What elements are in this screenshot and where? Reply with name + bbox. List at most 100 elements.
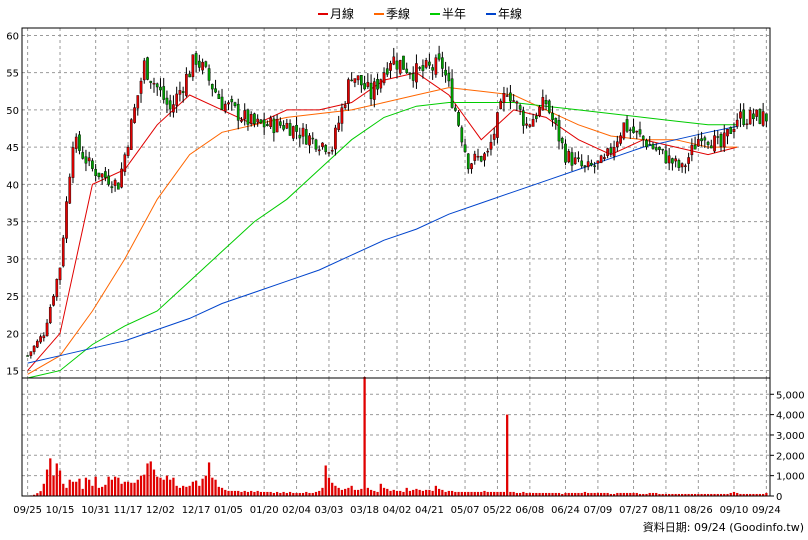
volume-bar xyxy=(246,491,250,496)
candle-body xyxy=(204,61,208,67)
candle-body xyxy=(418,67,422,69)
candle-body xyxy=(288,123,292,136)
volume-bar xyxy=(690,493,693,496)
volume-bar xyxy=(622,492,625,496)
x-tick-label: 09/24 xyxy=(752,505,781,516)
candle-body xyxy=(113,179,117,186)
candle-body xyxy=(107,175,110,185)
ma-line-year xyxy=(27,125,738,364)
volume-bar xyxy=(52,475,55,496)
candle-body xyxy=(246,109,250,125)
volume-bar xyxy=(706,493,710,496)
volume-bar xyxy=(237,490,240,496)
volume-bar xyxy=(541,492,544,496)
volume-bar xyxy=(651,492,655,496)
candle-body xyxy=(149,80,153,83)
volume-bar xyxy=(742,493,745,496)
candle-body xyxy=(110,186,114,189)
candle-body xyxy=(713,135,716,152)
volume-bar xyxy=(259,491,263,496)
candle-body xyxy=(317,149,321,152)
candle-body xyxy=(716,136,720,138)
candle-body xyxy=(220,96,224,110)
volume-bar xyxy=(515,492,519,496)
volume-bar xyxy=(470,491,473,496)
candle-body xyxy=(515,101,519,104)
volume-bar xyxy=(84,477,88,496)
volume-bar xyxy=(418,489,421,496)
candle-body xyxy=(496,112,499,138)
price-tick-label: 55 xyxy=(6,69,19,80)
x-tick-label: 04/02 xyxy=(383,505,412,516)
candle-body xyxy=(123,154,127,173)
volume-bar xyxy=(645,493,648,496)
volume-bar xyxy=(700,493,703,496)
volume-bar xyxy=(502,491,506,496)
candle-body xyxy=(444,69,447,76)
volume-bar xyxy=(240,491,243,496)
candle-body xyxy=(230,99,234,103)
volume-bar xyxy=(347,487,350,496)
volume-bar xyxy=(344,488,347,496)
volume-bar xyxy=(395,490,399,496)
candle-body xyxy=(599,155,603,164)
candle-body xyxy=(353,78,357,83)
candle-body xyxy=(755,109,758,117)
volume-bar xyxy=(392,489,395,496)
volume-bar xyxy=(366,487,369,496)
candle-body xyxy=(129,119,133,150)
candle-body xyxy=(48,307,52,324)
volume-bar xyxy=(97,487,101,496)
volume-bar xyxy=(668,493,671,496)
candle-body xyxy=(291,126,295,139)
volume-tick-label: 5,000 xyxy=(776,390,805,401)
price-y-axis: 15 20 25 30 35 40 45 50 55 60 xyxy=(6,31,19,377)
volume-bar xyxy=(506,414,509,496)
candle-body xyxy=(104,171,107,178)
volume-bar xyxy=(752,493,755,496)
volume-bar xyxy=(739,493,742,496)
volume-bar xyxy=(697,493,700,496)
volume-bar xyxy=(58,470,62,496)
volume-bar xyxy=(703,493,706,496)
candle-body xyxy=(460,127,464,143)
candle-body xyxy=(573,157,577,165)
volume-bar xyxy=(285,492,288,496)
candle-body xyxy=(165,97,169,105)
volume-bar xyxy=(204,475,207,496)
volume-bar xyxy=(684,493,687,496)
volume-bar xyxy=(376,491,379,496)
candle-body xyxy=(434,57,438,75)
candle-body xyxy=(311,137,315,140)
candle-body xyxy=(84,156,88,164)
candle-body xyxy=(382,72,386,84)
volume-bar xyxy=(460,491,463,496)
candle-body xyxy=(674,158,677,162)
volume-bar xyxy=(211,477,214,496)
volume-bar xyxy=(32,494,36,496)
volume-bar xyxy=(749,493,752,496)
volume-bar xyxy=(548,492,551,496)
candle-body xyxy=(136,95,140,109)
volume-bar xyxy=(292,492,295,496)
candle-body xyxy=(91,160,94,169)
candle-body xyxy=(661,148,665,151)
candle-body xyxy=(703,137,707,141)
volume-bar xyxy=(606,492,609,496)
volume-bar xyxy=(425,489,428,496)
candle-body xyxy=(560,138,564,144)
volume-bar xyxy=(758,493,762,496)
volume-bar xyxy=(360,488,363,496)
volume-bar xyxy=(256,490,259,496)
candle-body xyxy=(26,355,29,357)
legend: 月線 季線 半年 年線 xyxy=(318,6,522,21)
volume-bar xyxy=(62,483,65,496)
candle-body xyxy=(71,147,75,178)
volume-bar xyxy=(39,491,42,496)
price-tick-label: 60 xyxy=(6,31,19,42)
volume-bar xyxy=(454,491,457,496)
volume-bar xyxy=(732,491,736,496)
candle-body xyxy=(486,150,490,153)
candle-body xyxy=(603,157,606,159)
volume-bar xyxy=(321,487,324,496)
